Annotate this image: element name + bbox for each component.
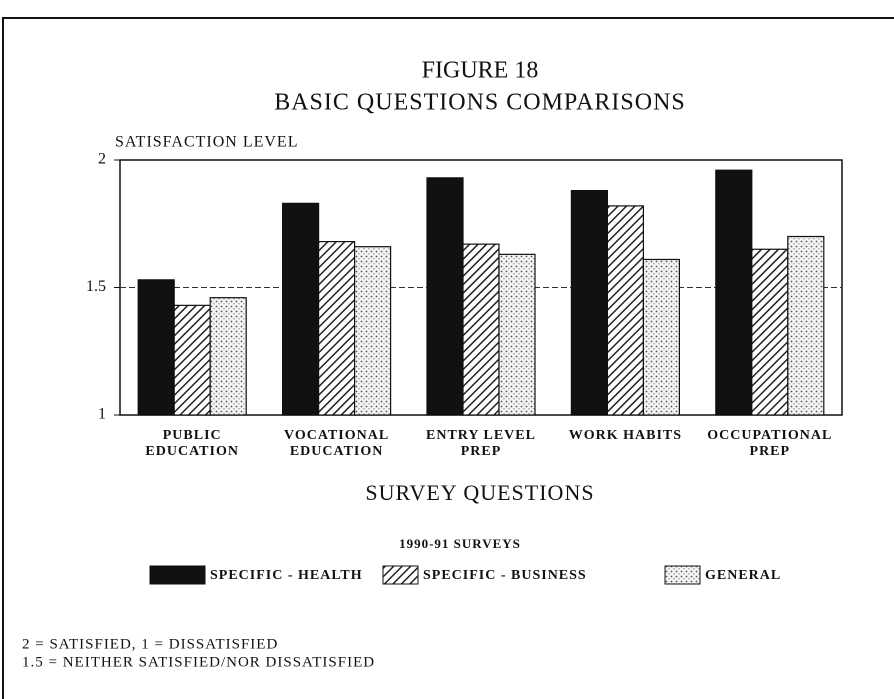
bar: [426, 177, 464, 416]
note: 2 = SATISFIED, 1 = DISSATISFIED: [22, 636, 278, 652]
note: 1.5 = NEITHER SATISFIED/NOR DISSATISFIED: [22, 654, 375, 670]
bar: [570, 190, 609, 416]
legend-label: SPECIFIC - HEALTH: [210, 568, 363, 583]
bar: [462, 243, 500, 416]
legend-swatch: [149, 565, 206, 585]
bar: [282, 202, 320, 416]
bar: [173, 304, 211, 416]
legend-swatch: [664, 565, 701, 585]
x-tick-label: OCCUPATIONAL PREP: [707, 428, 833, 459]
y-tick-label: 1.5: [86, 278, 106, 295]
legend-title: 1990-91 SURVEYS: [399, 536, 521, 551]
frame: [2, 17, 894, 699]
chart-title: FIGURE 18: [422, 58, 539, 84]
bar: [715, 169, 753, 416]
bar: [354, 246, 392, 416]
y-tick-label: 1: [98, 406, 106, 423]
bar: [209, 297, 247, 416]
bar: [498, 253, 536, 416]
y-tick-label: 2: [98, 151, 106, 168]
y-axis-title: SATISFACTION LEVEL: [115, 134, 298, 151]
x-tick-label: WORK HABITS: [568, 428, 683, 443]
x-tick-label: VOCATIONAL EDUCATION: [284, 428, 390, 459]
bar: [751, 248, 789, 416]
chart-subtitle: BASIC QUESTIONS COMPARISONS: [274, 90, 686, 116]
bar: [642, 258, 681, 416]
x-axis-title: SURVEY QUESTIONS: [365, 480, 594, 505]
bar: [137, 279, 175, 416]
legend-swatch: [382, 565, 419, 585]
legend-label: GENERAL: [705, 568, 781, 583]
legend-label: SPECIFIC - BUSINESS: [423, 568, 587, 583]
bar: [318, 241, 356, 416]
bar: [606, 205, 645, 416]
x-tick-label: PUBLIC EDUCATION: [145, 428, 239, 459]
bar: [787, 235, 825, 416]
x-tick-label: ENTRY LEVEL PREP: [426, 428, 536, 459]
